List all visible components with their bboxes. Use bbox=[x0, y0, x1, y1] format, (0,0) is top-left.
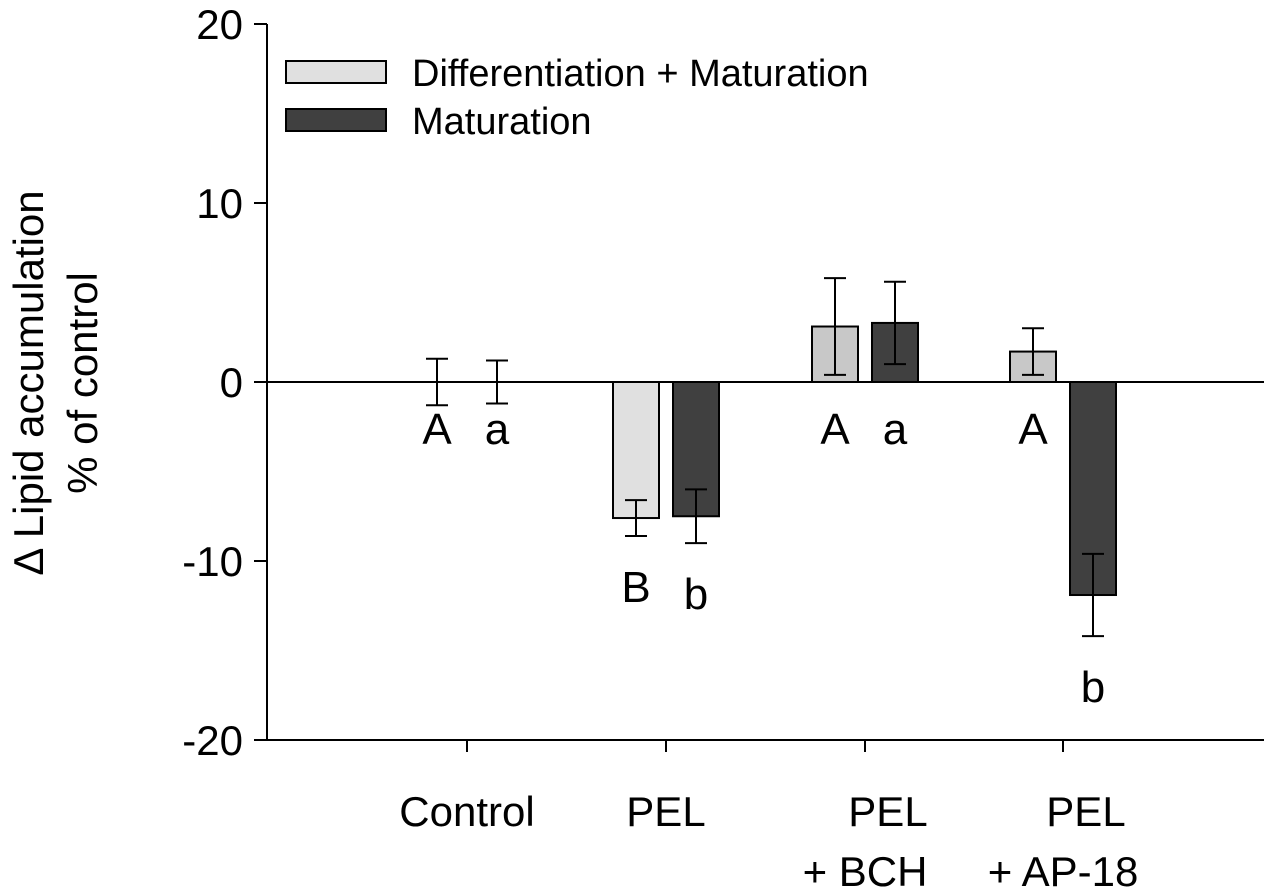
significance-letter: a bbox=[485, 405, 510, 454]
legend-swatch-maturation bbox=[285, 108, 387, 132]
y-axis-title: Δ Lipid accumulation % of control bbox=[5, 190, 106, 575]
significance-letter: b bbox=[1081, 663, 1105, 712]
significance-letter: a bbox=[883, 405, 908, 454]
significance-labels: A B A Aa b a b bbox=[422, 405, 1105, 712]
category-label: PEL bbox=[848, 788, 927, 835]
category-label-line2: + AP-18 bbox=[988, 848, 1139, 895]
significance-letter: A bbox=[1018, 405, 1048, 454]
y-tick-label: -10 bbox=[182, 538, 243, 585]
legend: Differentiation + Maturation Maturation bbox=[285, 53, 869, 143]
legend-label: Maturation bbox=[412, 101, 592, 143]
category-label-line2: + BCH bbox=[803, 848, 928, 895]
bar-diff-maturation bbox=[612, 381, 660, 520]
significance-letter: A bbox=[820, 405, 850, 454]
significance-letter: A bbox=[422, 405, 452, 454]
legend-label: Differentiation + Maturation bbox=[412, 53, 869, 95]
y-tick-label: 0 bbox=[220, 359, 243, 406]
category-label: Control bbox=[399, 788, 534, 835]
category-label: PEL bbox=[626, 788, 705, 835]
y-tick-label: 20 bbox=[196, 1, 243, 48]
x-axis-category-labels: Control PEL PEL + BCH PEL + AP-18 bbox=[399, 740, 1138, 895]
y-axis-ticks: -20 -10 0 10 20 bbox=[182, 1, 267, 764]
significance-letter: B bbox=[621, 563, 650, 612]
legend-swatch-diff-maturation bbox=[285, 60, 387, 84]
significance-letter: b bbox=[684, 570, 708, 619]
y-axis-title-line1: Δ Lipid accumulation bbox=[5, 190, 52, 575]
y-axis-title-line2: % of control bbox=[59, 272, 106, 494]
y-tick-label: 10 bbox=[196, 180, 243, 227]
bars bbox=[612, 321, 1117, 597]
y-tick-label: -20 bbox=[182, 717, 243, 764]
category-label: PEL bbox=[1046, 788, 1125, 835]
error-bars bbox=[426, 277, 1104, 638]
